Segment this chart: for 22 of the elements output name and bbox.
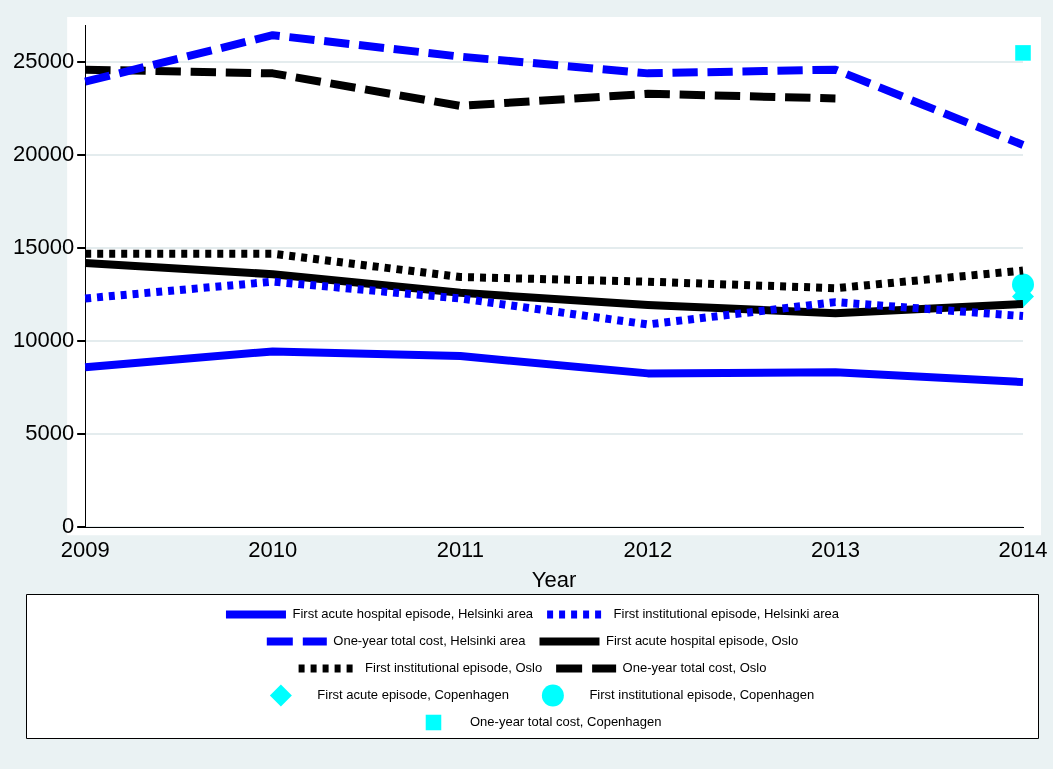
legend-label: First institutional episode, Oslo — [365, 660, 543, 676]
y-tick-label: 5000 — [25, 420, 75, 446]
x-tick-label: 2011 — [436, 537, 484, 563]
y-tick-label: 0 — [61, 513, 75, 539]
x-tick-label: 2012 — [623, 537, 673, 563]
legend-label: First acute hospital episode, Oslo — [605, 633, 799, 649]
x-tick-label: 2009 — [60, 537, 110, 563]
y-tick-label: 20000 — [12, 141, 75, 167]
y-tick-label: 10000 — [12, 327, 75, 353]
y-tick-label: 25000 — [12, 48, 75, 74]
legend-label: One-year total cost, Oslo — [622, 660, 767, 676]
legend-label: First institutional episode, Copenhagen — [589, 687, 815, 703]
x-tick-label: 2010 — [248, 537, 298, 563]
legend-label: One-year total cost, Helsinki area — [333, 633, 527, 649]
legend-label: First acute hospital episode, Helsinki area — [292, 606, 534, 622]
y-tick-label: 15000 — [12, 234, 75, 260]
x-tick-label: 2013 — [810, 537, 860, 563]
legend-label: One-year total cost, Copenhagen — [470, 714, 662, 730]
x-tick-label: 2014 — [998, 537, 1048, 563]
legend-label: First acute episode, Copenhagen — [317, 687, 509, 703]
legend-label: First institutional episode, Helsinki area — [613, 606, 840, 622]
x-axis-title: Year — [531, 566, 577, 592]
